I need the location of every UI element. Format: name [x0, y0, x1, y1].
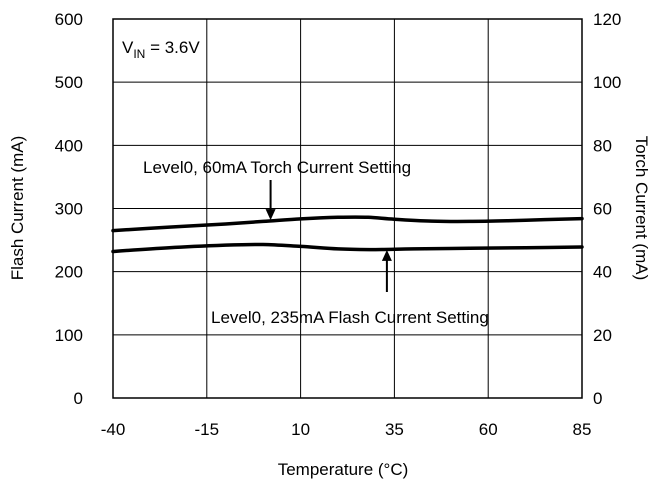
- annotation-flash-arrow: [381, 249, 392, 292]
- annotation-flash-label: Level0, 235mA Flash Current Setting: [211, 308, 489, 327]
- y-tick-labels: 0 100 200 300 400 500 600: [55, 10, 83, 408]
- x-tick-label: 60: [479, 420, 498, 439]
- x-tick-label: 35: [385, 420, 404, 439]
- x-tick-label: 85: [573, 420, 592, 439]
- y-tick-label: 100: [55, 326, 83, 345]
- grid: [113, 19, 582, 398]
- y2-tick-labels: 0 20 40 60 80 100 120: [593, 10, 621, 408]
- x-tick-labels: -40 -15 10 35 60 85: [101, 420, 592, 439]
- x-tick-label: -40: [101, 420, 126, 439]
- y2-axis-title: Torch Current (mA): [632, 136, 651, 281]
- annotation-torch-arrow: [265, 180, 276, 221]
- x-tick-label: -15: [195, 420, 220, 439]
- condition-suffix: = 3.6V: [145, 38, 200, 57]
- annotations: Level0, 60mA Torch Current Setting Level…: [143, 158, 489, 327]
- x-tick-label: 10: [291, 420, 310, 439]
- condition-prefix: V: [122, 38, 134, 57]
- annotation-torch-label: Level0, 60mA Torch Current Setting: [143, 158, 411, 177]
- y-tick-label: 400: [55, 136, 83, 155]
- y-tick-label: 0: [74, 389, 83, 408]
- x-axis-title: Temperature (°C): [278, 460, 409, 479]
- y-tick-label: 200: [55, 263, 83, 282]
- y2-tick-label: 60: [593, 200, 612, 219]
- y-tick-label: 300: [55, 200, 83, 219]
- y-tick-label: 600: [55, 10, 83, 29]
- annotation-flash-arrow-head: [381, 249, 392, 261]
- y-tick-label: 500: [55, 73, 83, 92]
- y2-tick-label: 20: [593, 326, 612, 345]
- condition-subscript: IN: [133, 47, 145, 61]
- y2-tick-label: 80: [593, 136, 612, 155]
- series-layer: [111, 215, 584, 254]
- annotation-torch-arrow-head: [265, 209, 276, 221]
- plot-frame: [112, 18, 583, 399]
- y2-tick-label: 40: [593, 263, 612, 282]
- series-line-torch: [111, 215, 584, 233]
- y2-tick-label: 100: [593, 73, 621, 92]
- y-axis-title: Flash Current (mA): [8, 136, 27, 281]
- condition-label: VIN = 3.6V: [122, 38, 200, 61]
- series-line-flash: [111, 242, 584, 254]
- y2-tick-label: 0: [593, 389, 602, 408]
- y2-tick-label: 120: [593, 10, 621, 29]
